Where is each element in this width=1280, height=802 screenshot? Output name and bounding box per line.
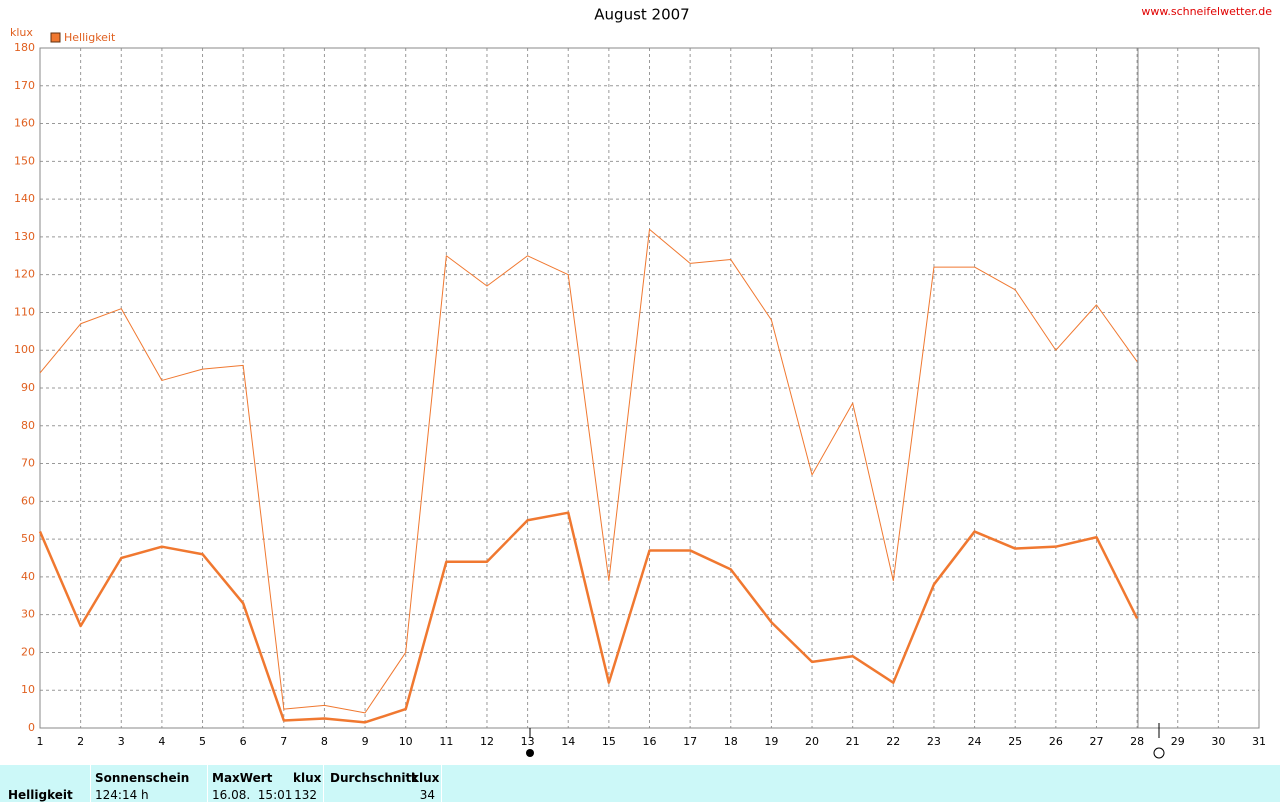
x-tick-label: 18 — [724, 735, 738, 748]
y-tick-label: 70 — [21, 457, 35, 470]
cell: 124:14 h — [95, 788, 149, 802]
x-tick-label: 25 — [1008, 735, 1022, 748]
x-tick-label: 3 — [118, 735, 125, 748]
y-tick-label: 170 — [14, 79, 35, 92]
x-tick-label: 20 — [805, 735, 819, 748]
x-tick-label: 15 — [602, 735, 616, 748]
x-tick-label: 7 — [280, 735, 287, 748]
x-tick-label: 5 — [199, 735, 206, 748]
legend-swatch — [50, 32, 61, 43]
y-tick-label: 60 — [21, 494, 35, 507]
header-cell: klux — [411, 771, 440, 785]
y-tick-label: 140 — [14, 192, 35, 205]
y-tick-label: 40 — [21, 570, 35, 583]
full-moon — [1153, 747, 1165, 759]
y-tick-label: 90 — [21, 381, 35, 394]
x-tick-label: 24 — [968, 735, 982, 748]
row-label: Helligkeit — [8, 788, 73, 802]
x-tick-label: 29 — [1171, 735, 1185, 748]
y-tick-label: 180 — [14, 41, 35, 54]
header-cell: Sonnenschein — [95, 771, 190, 785]
y-tick-label: 30 — [21, 608, 35, 621]
x-tick-label: 16 — [643, 735, 657, 748]
x-tick-label: 10 — [399, 735, 413, 748]
cell-border — [323, 765, 324, 802]
y-tick-label: 130 — [14, 230, 35, 243]
y-tick-label: 160 — [14, 117, 35, 130]
x-tick-label: 31 — [1252, 735, 1266, 748]
cell: 16.08. 15:01 — [212, 788, 293, 802]
x-tick-label: 21 — [846, 735, 860, 748]
y-tick-label: 120 — [14, 268, 35, 281]
x-tick-label: 23 — [927, 735, 941, 748]
x-tick-label: 19 — [764, 735, 778, 748]
x-tick-label: 17 — [683, 735, 697, 748]
x-tick-label: 22 — [886, 735, 900, 748]
header-cell: klux — [293, 771, 322, 785]
plot-frame — [39, 47, 1260, 729]
cell: 34 — [419, 788, 435, 802]
x-tick-label: 6 — [240, 735, 247, 748]
y-tick-label: 10 — [21, 683, 35, 696]
y-tick-label: 0 — [28, 721, 35, 734]
legend-label: Helligkeit — [64, 31, 116, 44]
x-tick-label: 12 — [480, 735, 494, 748]
y-tick-label: 50 — [21, 532, 35, 545]
cell-border — [441, 765, 442, 802]
data-line — [38, 511, 1139, 724]
x-tick-label: 30 — [1211, 735, 1225, 748]
x-tick-label: 1 — [37, 735, 44, 748]
header-cell: MaxWert — [212, 771, 273, 785]
y-tick-label: 20 — [21, 645, 35, 658]
header-cell: Durchschnitt — [330, 771, 418, 785]
cell-border — [207, 765, 208, 802]
x-tick-label: 13 — [521, 735, 535, 748]
x-tick-label: 8 — [321, 735, 328, 748]
chart-title: August 2007 — [594, 6, 689, 24]
x-tick-label: 2 — [77, 735, 84, 748]
x-tick-label: 28 — [1130, 735, 1144, 748]
x-tick-label: 11 — [439, 735, 453, 748]
cell-border — [90, 765, 91, 802]
x-tick-label: 26 — [1049, 735, 1063, 748]
y-axis-label: klux — [10, 26, 33, 39]
x-tick-label: 27 — [1089, 735, 1103, 748]
source: www.schneifelwetter.de — [1141, 5, 1272, 18]
chart: August 2007 www.schneifelwetter.de klux … — [10, 5, 1272, 759]
x-tick-label: 14 — [561, 735, 575, 748]
y-tick-label: 150 — [14, 154, 35, 167]
y-tick-label: 110 — [14, 305, 35, 318]
y-tick-label: 80 — [21, 419, 35, 432]
y-tick-label: 100 — [14, 343, 35, 356]
data-line — [39, 228, 1138, 714]
x-tick-label: 4 — [158, 735, 165, 748]
cell: 132 — [294, 788, 317, 802]
new-moon — [526, 749, 534, 757]
x-tick-label: 9 — [362, 735, 369, 748]
summary-table: Sonnenschein MaxWert klux Durchschnitt k… — [0, 765, 1280, 802]
